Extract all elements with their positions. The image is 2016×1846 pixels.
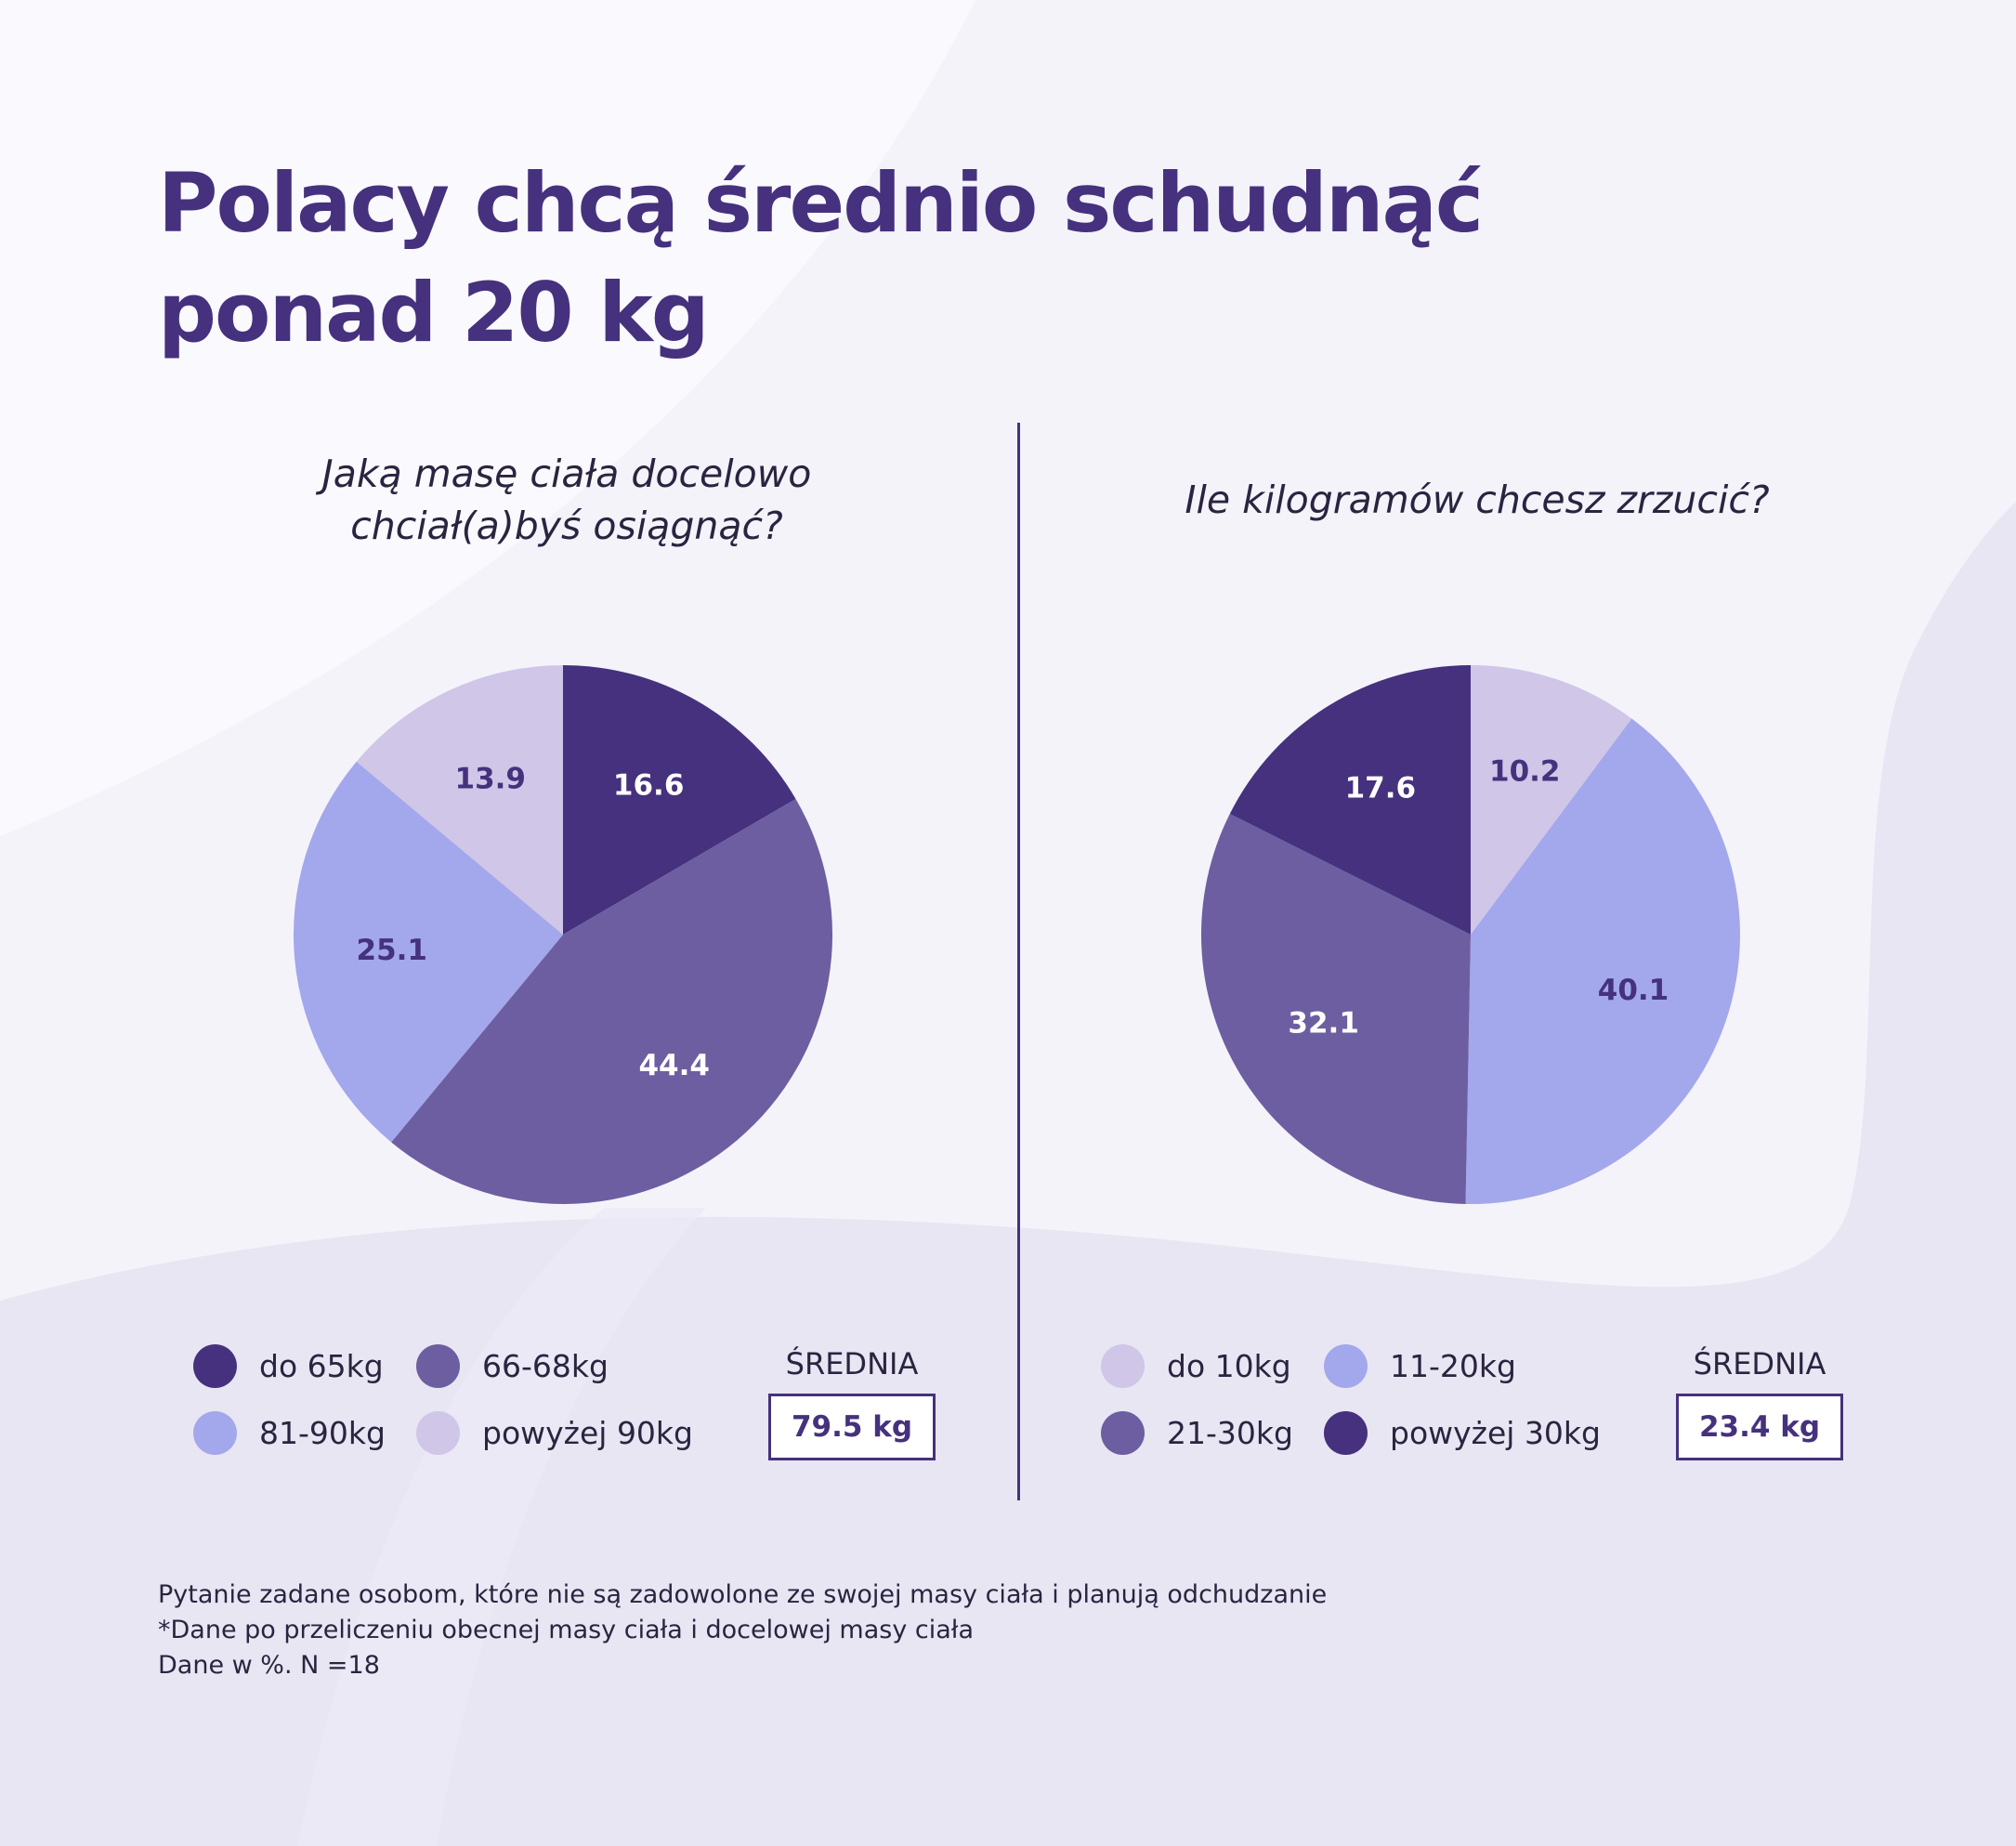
chart1-legend: do 65kg 66-68kg 81-90kg powyżej 90kg bbox=[193, 1338, 751, 1477]
chart1-question-line1: Jaką masę ciała docelowo bbox=[321, 452, 812, 496]
chart1-legend-label: 66-68kg bbox=[482, 1347, 609, 1384]
page-title-line1: Polacy chcą średnio schudnąć bbox=[158, 155, 1484, 251]
chart2-legend-label: do 10kg bbox=[1167, 1347, 1291, 1384]
chart2-legend-swatch bbox=[1324, 1410, 1368, 1455]
chart1-pie: 16.6 44.4 25.1 13.9 bbox=[293, 665, 832, 1204]
chart2-average: ŚREDNIA 23.4 kg bbox=[1676, 1340, 1843, 1460]
chart1-slice-label-0: 16.6 bbox=[613, 769, 685, 803]
chart1-slice-label-3: 13.9 bbox=[455, 762, 526, 795]
chart2-legend-swatch bbox=[1101, 1410, 1145, 1455]
chart2-slice-2 bbox=[1201, 813, 1471, 1204]
chart2-slice-label-1: 40.1 bbox=[1598, 974, 1669, 1007]
chart2-slice-0 bbox=[1471, 665, 1632, 935]
chart1-question-line2: chciał(a)byś osiągnąć? bbox=[350, 504, 783, 548]
chart2-legend-swatch bbox=[1324, 1343, 1368, 1388]
chart2-slice-label-3: 17.6 bbox=[1345, 772, 1417, 805]
chart1-slice-0 bbox=[563, 665, 796, 935]
chart2-question: Ile kilogramów chcesz zrzucić? bbox=[1096, 474, 1858, 526]
chart1-legend-swatch bbox=[193, 1410, 237, 1455]
chart2-legend-swatch bbox=[1101, 1343, 1145, 1388]
chart1-question: Jaką masę ciała docelowo chciał(a)byś os… bbox=[204, 448, 929, 552]
chart2-slice-label-0: 10.2 bbox=[1489, 754, 1561, 788]
chart1-legend-label: do 65kg bbox=[259, 1347, 384, 1384]
chart2-legend-item: 21-30kg bbox=[1101, 1405, 1293, 1460]
chart1-slice-3 bbox=[356, 665, 563, 935]
chart1-slice-label-1: 44.4 bbox=[638, 1049, 710, 1082]
chart1-legend-swatch bbox=[416, 1410, 460, 1455]
chart1-legend-item: 66-68kg bbox=[416, 1338, 609, 1394]
chart2-legend-label: 11-20kg bbox=[1390, 1347, 1516, 1384]
chart2-legend-item: powyżej 30kg bbox=[1324, 1405, 1601, 1460]
chart1-legend-item: do 65kg bbox=[193, 1338, 384, 1394]
chart1-slice-1 bbox=[391, 798, 832, 1204]
page-title-line2: ponad 20 kg bbox=[158, 265, 710, 360]
chart1-legend-label: 81-90kg bbox=[259, 1414, 386, 1451]
chart1-legend-label: powyżej 90kg bbox=[482, 1414, 693, 1451]
chart2-pie: 10.2 40.1 32.1 17.6 bbox=[1201, 665, 1740, 1204]
chart2-legend-item: 11-20kg bbox=[1324, 1338, 1516, 1394]
chart1-legend-item: powyżej 90kg bbox=[416, 1405, 693, 1460]
chart1-average: ŚREDNIA 79.5 kg bbox=[768, 1340, 936, 1460]
chart2-legend-label: 21-30kg bbox=[1167, 1414, 1293, 1451]
chart1-slice-2 bbox=[293, 761, 563, 1143]
chart1-average-value: 79.5 kg bbox=[768, 1394, 936, 1460]
chart2-slice-3 bbox=[1229, 665, 1471, 935]
chart1-legend-swatch bbox=[193, 1343, 237, 1388]
chart2-legend-item: do 10kg bbox=[1101, 1338, 1291, 1394]
chart1-slice-label-2: 25.1 bbox=[357, 934, 428, 967]
chart1-legend-swatch bbox=[416, 1343, 460, 1388]
chart2-slice-1 bbox=[1465, 718, 1740, 1204]
chart1-average-label: ŚREDNIA bbox=[785, 1346, 919, 1381]
chart2-average-label: ŚREDNIA bbox=[1693, 1346, 1826, 1381]
chart2-legend: do 10kg 11-20kg 21-30kg powyżej 30kg bbox=[1101, 1338, 1658, 1477]
chart2-legend-label: powyżej 30kg bbox=[1390, 1414, 1601, 1451]
chart2-question-text: Ile kilogramów chcesz zrzucić? bbox=[1185, 478, 1770, 522]
chart2-average-value: 23.4 kg bbox=[1676, 1394, 1843, 1460]
chart-divider bbox=[1017, 423, 1020, 1500]
chart1-legend-item: 81-90kg bbox=[193, 1405, 386, 1460]
footnotes: Pytanie zadane osobom, które nie są zado… bbox=[158, 1578, 1737, 1683]
footnote-line: *Dane po przeliczeniu obecnej masy ciała… bbox=[158, 1616, 975, 1644]
page-title: Polacy chcą średnio schudnąć ponad 20 kg bbox=[158, 149, 1551, 368]
chart2-slice-label-2: 32.1 bbox=[1288, 1007, 1359, 1041]
footnote-line: Dane w %. N =18 bbox=[158, 1651, 380, 1680]
footnote-line: Pytanie zadane osobom, które nie są zado… bbox=[158, 1580, 1328, 1609]
